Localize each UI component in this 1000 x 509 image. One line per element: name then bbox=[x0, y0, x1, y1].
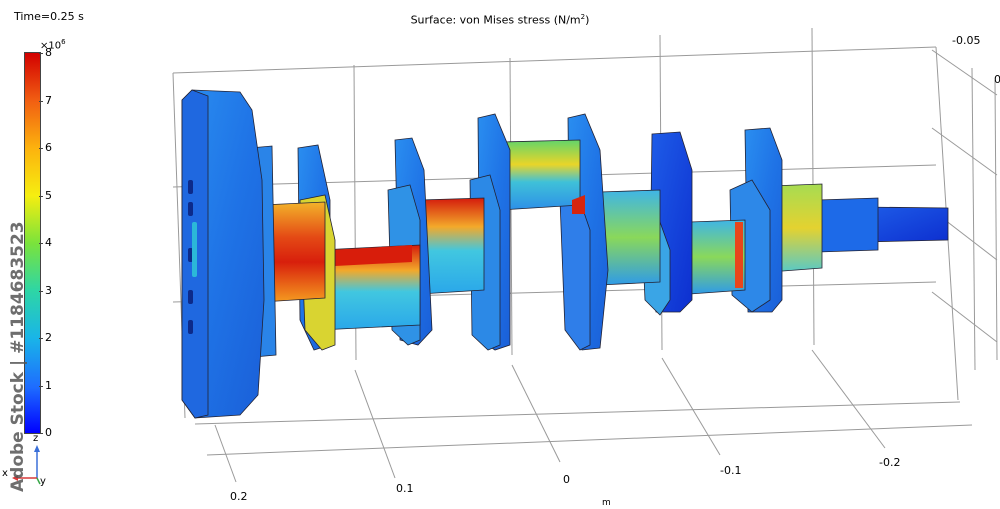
y-tick: 0 bbox=[994, 73, 1000, 86]
triad-z-label: z bbox=[33, 433, 39, 444]
triad-x-label: x bbox=[2, 468, 8, 479]
output-shaft[interactable] bbox=[817, 197, 949, 253]
x-tick: -0.1 bbox=[720, 464, 742, 477]
colorbar-tick: 5 bbox=[39, 189, 52, 202]
x-tick: 0 bbox=[563, 473, 570, 486]
crank-pin-2[interactable] bbox=[499, 139, 585, 214]
colorbar-tick: 7 bbox=[39, 94, 52, 107]
colorbar-tick: 3 bbox=[39, 284, 52, 297]
crank-pin-1[interactable] bbox=[319, 244, 421, 331]
axis-triad: z x y bbox=[2, 432, 52, 492]
colorbar-tick: 1 bbox=[39, 379, 52, 392]
colorbar-tick: 0 bbox=[39, 426, 52, 439]
triad-arrows-icon bbox=[12, 445, 41, 485]
triad-y-label: y bbox=[40, 476, 46, 487]
crank-pin-4[interactable] bbox=[689, 219, 746, 295]
y-tick: -0.05 bbox=[952, 34, 981, 47]
plot-title: Surface: von Mises stress (N/m2) bbox=[410, 13, 590, 27]
watermark-text: Adobe Stock | #1184683523 bbox=[8, 221, 28, 492]
x-axis-unit: m bbox=[602, 498, 611, 508]
x-tick: 0.1 bbox=[396, 482, 414, 495]
flywheel[interactable] bbox=[181, 89, 265, 419]
colorbar-tick: 6 bbox=[39, 141, 52, 154]
colorbar-multiplier: ×106 bbox=[40, 38, 66, 52]
x-tick: -0.2 bbox=[879, 456, 901, 469]
x-tick: 0.2 bbox=[230, 490, 248, 503]
colorbar-tick: 4 bbox=[39, 236, 52, 249]
colorbar-tick: 2 bbox=[39, 331, 52, 344]
colorbar-tick: 8 bbox=[39, 46, 52, 59]
time-label: Time=0.25 s bbox=[14, 10, 84, 23]
web-4[interactable] bbox=[641, 131, 693, 316]
flywheel-bolt-holes bbox=[188, 180, 197, 334]
journal-3[interactable] bbox=[599, 189, 661, 286]
